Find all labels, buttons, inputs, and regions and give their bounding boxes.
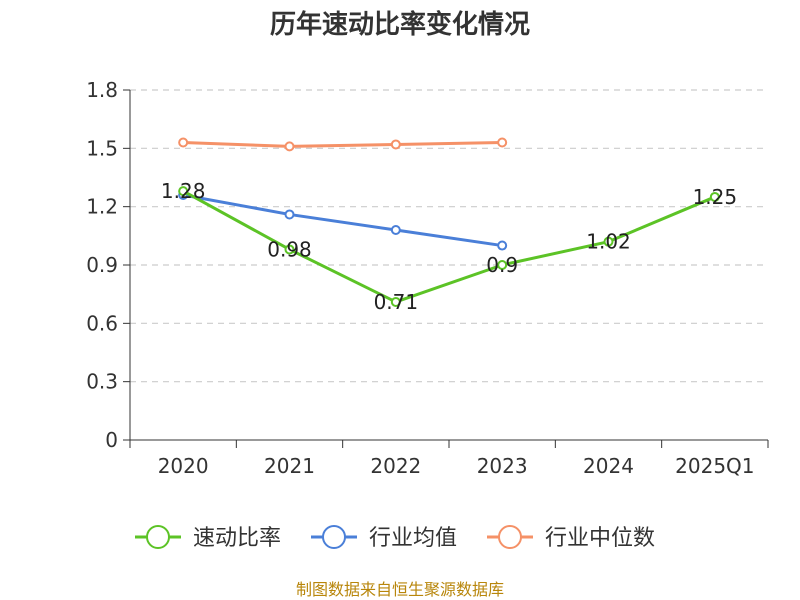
series-0-point-3 <box>497 260 508 270</box>
series-2-point-0 <box>178 137 189 148</box>
series-2-point-2 <box>390 139 401 150</box>
x-tick-label-0: 2020 <box>158 454 209 478</box>
x-tick-label-2: 2022 <box>370 454 421 478</box>
series-2-point-3 <box>497 137 508 148</box>
legend-marker-0 <box>146 525 170 549</box>
data-label-3: 0.9 <box>486 253 518 277</box>
x-tick-label-4: 2024 <box>583 454 634 478</box>
data-label-0: 1.28 <box>161 179 206 203</box>
y-tick-label-5: 1.5 <box>86 136 118 160</box>
series-0 <box>178 186 720 307</box>
legend-label-0: 速动比率 <box>193 526 281 551</box>
x-tick-label-1: 2021 <box>264 454 315 478</box>
data-label-5: 1.25 <box>693 185 738 209</box>
legend-label-2: 行业中位数 <box>545 526 655 551</box>
series-0-point-0 <box>178 186 189 197</box>
series-line-0 <box>182 189 716 304</box>
series-line-1 <box>182 193 503 248</box>
y-tick-label-2: 0.6 <box>86 311 118 335</box>
series-1 <box>178 190 508 251</box>
y-tick-label-6: 1.8 <box>86 78 118 102</box>
legend[interactable]: 速动比率 行业均值 行业中位数 <box>135 525 655 551</box>
data-labels: 1.28 0.98 0.71 0.9 1.02 1.25 <box>161 179 737 314</box>
grid-lines <box>130 89 768 383</box>
data-label-4: 1.02 <box>586 230 631 254</box>
legend-marker-1 <box>322 525 346 549</box>
legend-label-1: 行业均值 <box>369 526 457 551</box>
series-1-point-3 <box>497 240 508 251</box>
legend-item-1[interactable]: 行业均值 <box>311 525 457 551</box>
x-axis-ticks: 2020 2021 2022 2023 2024 2025Q1 <box>129 440 769 478</box>
y-tick-label-0: 0 <box>105 428 118 452</box>
series-2-point-1 <box>284 141 295 152</box>
series-0-point-1 <box>284 244 295 255</box>
y-tick-label-1: 0.3 <box>86 370 118 394</box>
series-2 <box>178 137 508 152</box>
chart-title: 历年速动比率变化情况 <box>270 9 530 40</box>
x-tick-label-3: 2023 <box>477 454 528 478</box>
legend-marker-2 <box>498 525 522 549</box>
y-axis-ticks: 0 0.3 0.6 0.9 1.2 1.5 1.8 <box>86 78 130 452</box>
legend-item-2[interactable]: 行业中位数 <box>487 525 655 551</box>
data-label-1: 0.98 <box>267 237 312 261</box>
series-1-point-2 <box>390 225 401 235</box>
series-0-point-5 <box>709 191 720 202</box>
series-0-point-2 <box>390 296 401 307</box>
series-1-point-1 <box>284 209 295 220</box>
series-line-2 <box>183 141 503 148</box>
y-tick-label-4: 1.2 <box>86 195 118 219</box>
source-note: 制图数据来自恒生聚源数据库 <box>296 580 504 599</box>
data-label-2: 0.71 <box>374 290 419 314</box>
series-0-point-4 <box>603 236 614 247</box>
y-tick-label-3: 0.9 <box>86 253 118 277</box>
series-layer <box>178 137 720 307</box>
legend-item-0[interactable]: 速动比率 <box>135 525 281 551</box>
x-tick-label-5: 2025Q1 <box>675 454 754 478</box>
